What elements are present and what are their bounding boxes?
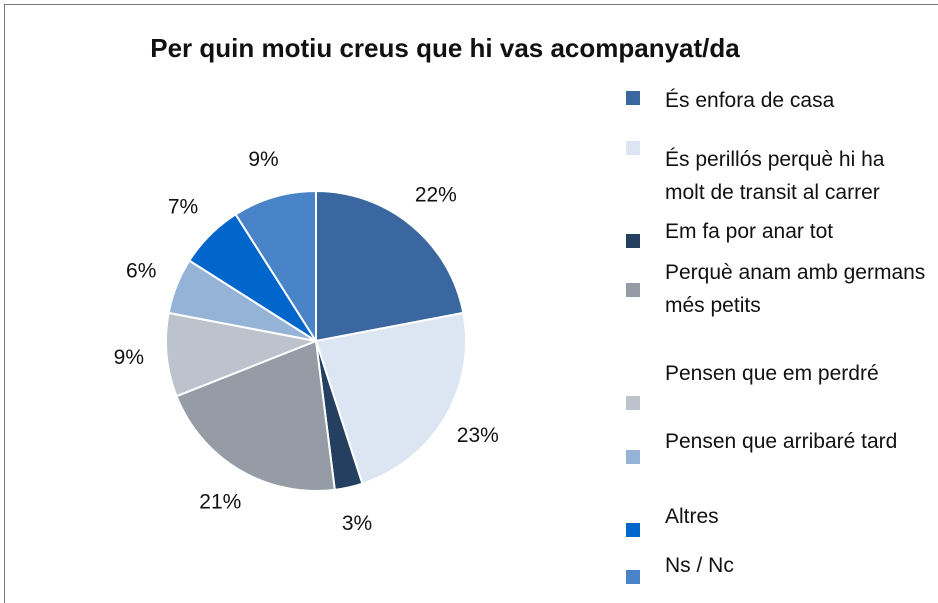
legend-swatch (626, 570, 640, 584)
data-label: 9% (114, 346, 144, 369)
legend-label: Pensen que em perdré (665, 362, 879, 385)
pie-slice (175, 339, 336, 492)
legend-label: És enfora de casa (665, 89, 835, 112)
data-label: 23% (457, 424, 499, 447)
data-label: 6% (126, 259, 156, 282)
pie-slice (314, 311, 467, 485)
pie-slice (165, 311, 320, 398)
legend-swatch (626, 141, 640, 155)
data-label: 7% (168, 196, 198, 219)
legend-swatch (626, 523, 640, 537)
pie-slice (234, 189, 317, 345)
legend-label: Em fa por anar tot (665, 220, 834, 243)
legend-label: Ns / Nc (665, 554, 734, 577)
legend-label: Altres (665, 505, 719, 528)
data-label: 21% (199, 490, 241, 513)
legend-label: Perquè anam amb germans més petits (665, 261, 926, 317)
data-label: 9% (248, 148, 278, 171)
data-label: 22% (415, 184, 457, 207)
frame (4, 4, 938, 603)
legend-label: És perillós perquè hi ha molt de transit… (665, 148, 885, 204)
chart-title: Per quin motiu creus que hi vas acompany… (150, 33, 740, 63)
legend-swatch (626, 450, 640, 464)
pie-slice (315, 189, 465, 343)
data-label: 3% (342, 512, 372, 535)
legend-swatch (626, 91, 640, 105)
legend-swatch (626, 396, 640, 410)
legend-swatch (626, 234, 640, 248)
legend-swatch (626, 283, 640, 297)
legend-label: Pensen que arribaré tard (665, 430, 898, 453)
